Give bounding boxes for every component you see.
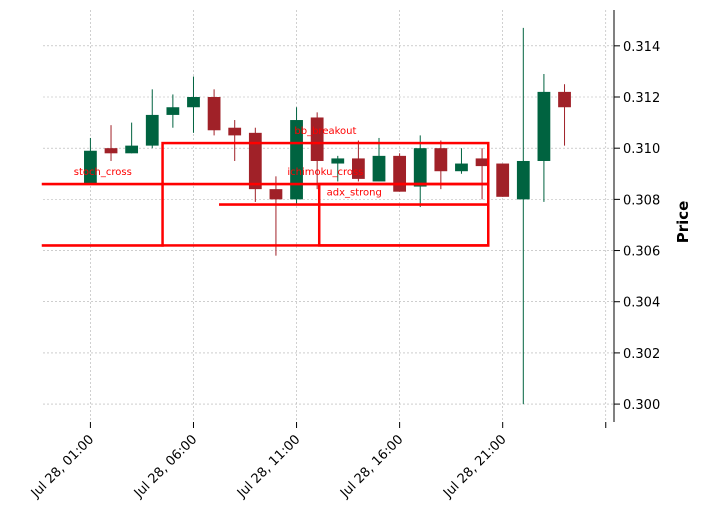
candle-body-up bbox=[372, 155, 386, 182]
y-tick-label: 0.308 bbox=[623, 193, 660, 208]
candle-body-up bbox=[187, 97, 200, 108]
candle-body-down bbox=[207, 97, 221, 131]
candle-body-down bbox=[228, 127, 242, 136]
candle-body-up bbox=[166, 107, 180, 115]
candle-body-up bbox=[331, 158, 345, 164]
x-axis: Jul 28, 01:00 Jul 28, 06:00 Jul 28, 11:00 J… bbox=[28, 422, 607, 502]
annotation-label: bb_breakout bbox=[294, 126, 356, 137]
candle-body-up bbox=[455, 163, 468, 172]
candle-body-up bbox=[125, 145, 139, 154]
candle-body-down bbox=[393, 155, 407, 192]
y-axis-title: Price bbox=[674, 201, 692, 244]
candles bbox=[84, 27, 571, 405]
y-tick-label: 0.314 bbox=[623, 40, 660, 55]
candle-body-up bbox=[145, 114, 159, 146]
candle-body-down bbox=[104, 148, 118, 154]
grid-lines bbox=[43, 10, 614, 422]
y-tick-label: 0.310 bbox=[623, 142, 660, 157]
y-tick-label: 0.302 bbox=[623, 347, 660, 362]
x-tick-label: Jul 28, 21:00 bbox=[440, 432, 509, 501]
y-tick-label: 0.306 bbox=[623, 245, 660, 260]
candle-body-down bbox=[248, 132, 262, 190]
x-tick-label: Jul 28, 16:00 bbox=[337, 432, 406, 501]
candle-body-up bbox=[84, 150, 97, 185]
x-tick-label: Jul 28, 01:00 bbox=[28, 432, 97, 501]
candle-body-down bbox=[496, 163, 510, 197]
axis-spines bbox=[613, 10, 615, 422]
candle-body-down bbox=[475, 158, 489, 167]
annotation-label: adx_strong bbox=[327, 187, 382, 198]
candle-body-up bbox=[413, 148, 427, 187]
candle-body-down bbox=[434, 148, 448, 172]
annotation-boxes: stoch_cross ichimoku_cross bb_breakout adx_… bbox=[41, 126, 490, 247]
candle-body-up bbox=[537, 91, 551, 161]
annotation-label: stoch_cross bbox=[74, 167, 132, 178]
candle-body-down bbox=[558, 91, 571, 108]
annotation-box bbox=[317, 182, 490, 247]
candle-body-down bbox=[351, 158, 365, 179]
y-tick-label: 0.312 bbox=[623, 91, 660, 106]
y-tick-label: 0.304 bbox=[623, 296, 660, 311]
annotation-label: ichimoku_cross bbox=[287, 167, 363, 178]
candle-body-down bbox=[269, 189, 283, 200]
candle-body-up bbox=[516, 160, 530, 200]
candle-body-up bbox=[290, 120, 303, 200]
x-tick-label: Jul 28, 11:00 bbox=[234, 432, 303, 501]
y-tick-label: 0.300 bbox=[623, 398, 660, 413]
candle-body-down bbox=[310, 117, 324, 161]
y-axis: 0.300 0.302 0.304 0.306 0.308 0.310 0.312 0.314 bbox=[614, 40, 660, 413]
x-tick-label: Jul 28, 06:00 bbox=[131, 432, 200, 501]
